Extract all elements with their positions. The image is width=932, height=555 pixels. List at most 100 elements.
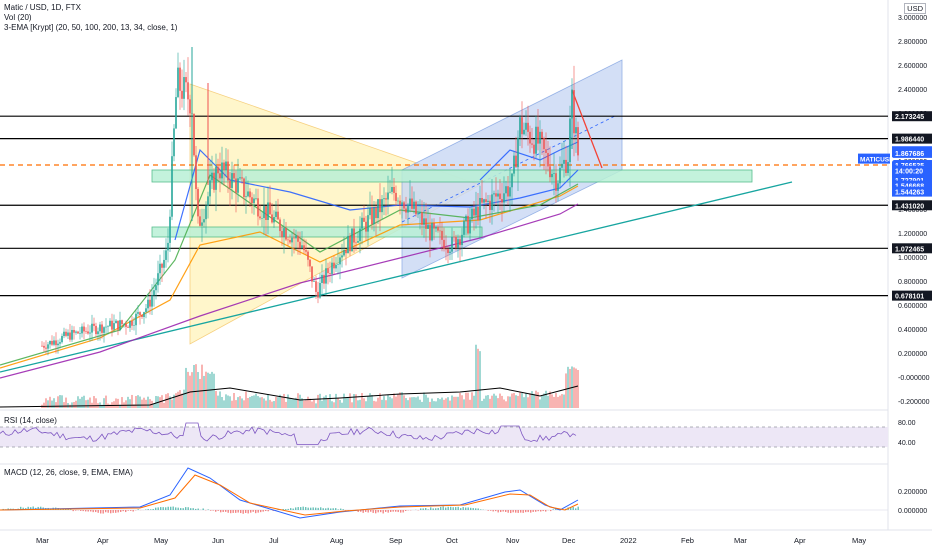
candle-body <box>357 241 359 243</box>
macd-hist-bar <box>180 508 181 510</box>
candle-body <box>141 315 143 317</box>
volume-bar <box>271 402 273 408</box>
macd-hist-bar <box>333 508 334 510</box>
volume-bar <box>365 401 367 408</box>
volume-bar <box>509 397 511 408</box>
candle-body <box>43 346 45 348</box>
candle-body <box>261 218 263 219</box>
macd-hist-bar <box>490 510 491 511</box>
volume-bar <box>559 396 561 408</box>
y-tick-label: 0.600000 <box>898 303 927 310</box>
volume-bar <box>257 396 259 408</box>
volume-bar <box>125 400 127 408</box>
macd-hist-bar <box>528 510 529 512</box>
macd-hist-bar <box>453 507 454 510</box>
macd-hist-bar <box>420 508 421 510</box>
volume-bar <box>215 391 217 408</box>
macd-hist-bar <box>375 510 376 513</box>
volume-bar <box>563 395 565 408</box>
candle-body <box>531 143 533 144</box>
volume-bar <box>417 396 419 408</box>
volume-bar <box>349 393 351 408</box>
volume-bar <box>255 394 257 408</box>
macd-hist-bar <box>578 507 579 510</box>
y-tick-label: 2.400000 <box>898 87 927 94</box>
macd-hist-bar <box>520 510 521 513</box>
candle-body <box>389 192 391 193</box>
candle-body <box>263 206 265 218</box>
candle-body <box>567 162 569 173</box>
candle-body <box>399 201 401 205</box>
volume-bar <box>409 397 411 408</box>
volume-bar <box>503 400 505 408</box>
legend-title: Matic / USD, 1D, FTX <box>4 3 177 13</box>
macd-hist-bar <box>470 508 471 510</box>
volume-bar <box>289 399 291 408</box>
candle-body <box>491 194 493 210</box>
macd-hist-bar <box>310 508 311 510</box>
candle-body <box>369 208 371 215</box>
candle-body <box>537 127 539 144</box>
candle-body <box>213 173 215 190</box>
macd-hist-bar <box>430 507 431 510</box>
volume-bar <box>515 395 517 408</box>
macd-hist-bar <box>400 510 401 513</box>
volume-bar <box>219 391 221 408</box>
volume-bar <box>551 394 553 408</box>
volume-bar <box>201 365 203 408</box>
candle-body <box>331 263 333 274</box>
candle-body <box>311 266 313 281</box>
macd-hist-bar <box>105 510 106 512</box>
volume-bar <box>287 395 289 408</box>
macd-hist-bar <box>403 510 404 512</box>
volume-bar <box>163 403 165 408</box>
macd-hist-bar <box>480 509 481 510</box>
volume-bar <box>285 402 287 408</box>
volume-bar <box>193 365 195 408</box>
candle-body <box>113 323 115 330</box>
candle-body <box>277 212 279 220</box>
macd-hist-bar <box>575 508 576 510</box>
macd-hist-bar <box>245 510 246 513</box>
macd-hist-bar <box>103 510 104 514</box>
price-label: 2.173245 <box>895 114 924 121</box>
x-tick-label: Apr <box>794 536 806 545</box>
candle-body <box>111 321 113 330</box>
macd-hist-bar <box>110 510 111 513</box>
volume-bar <box>331 401 333 408</box>
candle-body <box>431 223 433 240</box>
volume-bar <box>457 397 459 408</box>
volume-bar <box>85 400 87 408</box>
volume-bar <box>411 397 413 408</box>
candle-body <box>303 245 305 250</box>
candle-body <box>49 341 51 344</box>
y-tick-label: 2.600000 <box>898 63 927 70</box>
candle-body <box>397 201 399 202</box>
currency-label[interactable]: USD <box>904 3 926 14</box>
volume-bar <box>507 396 509 408</box>
macd-hist-bar <box>265 510 266 511</box>
macd-hist-bar <box>363 510 364 513</box>
price-label: 14:00:20 <box>895 169 923 176</box>
x-tick-label: Jul <box>269 536 279 545</box>
volume-bar <box>339 400 341 408</box>
candle-body <box>271 214 273 222</box>
candle-body <box>291 238 293 243</box>
candle-body <box>247 191 249 196</box>
candle-body <box>407 204 409 212</box>
volume-bar <box>231 401 233 408</box>
candle-body <box>539 132 541 144</box>
x-tick-label: Aug <box>330 536 343 545</box>
volume-bar <box>283 394 285 408</box>
candle-body <box>103 327 105 333</box>
candle-body <box>97 331 99 334</box>
volume-bar <box>303 401 305 408</box>
candle-body <box>107 326 109 327</box>
candle-body <box>285 228 287 239</box>
candle-body <box>355 243 357 244</box>
candle-body <box>147 300 149 309</box>
macd-hist-bar <box>380 510 381 512</box>
volume-bar <box>281 396 283 408</box>
